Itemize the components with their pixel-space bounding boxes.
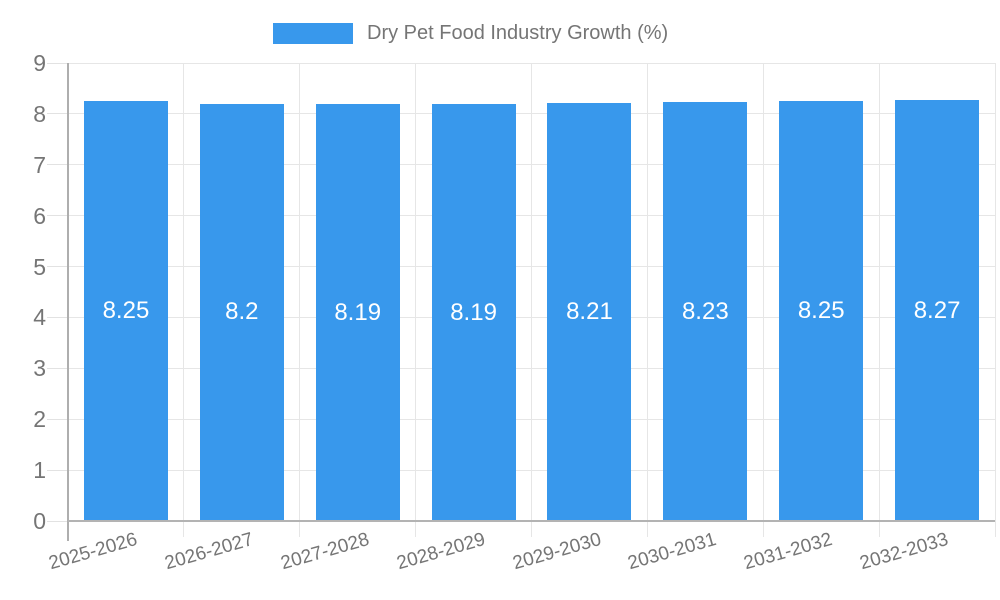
x-gridline xyxy=(183,63,185,537)
bar[interactable] xyxy=(199,103,284,521)
y-tick-label: 3 xyxy=(33,355,46,382)
y-axis-line xyxy=(67,63,69,541)
bar-value-label: 8.27 xyxy=(913,296,961,324)
y-tick-label: 8 xyxy=(33,100,46,127)
x-tick-label: 2028-2029 xyxy=(394,529,488,575)
y-tick-mark xyxy=(47,215,68,217)
y-tick-label: 0 xyxy=(33,508,46,534)
x-gridline xyxy=(299,63,301,537)
y-tick-mark xyxy=(47,469,68,471)
x-gridline xyxy=(531,63,532,537)
x-gridline xyxy=(878,63,880,537)
x-tick-label: 2030-2031 xyxy=(625,529,720,575)
bar-value-label: 8.21 xyxy=(566,298,613,326)
bar[interactable] xyxy=(547,103,632,521)
x-baseline xyxy=(68,520,995,522)
x-tick-label: 2025-2026 xyxy=(46,529,140,575)
y-tick-label: 2 xyxy=(33,406,46,433)
y-tick-mark xyxy=(47,520,68,522)
bar-value-label: 8.23 xyxy=(681,297,729,325)
bar[interactable] xyxy=(315,104,400,521)
y-tick-label: 1 xyxy=(33,457,46,484)
y-tick-label: 5 xyxy=(33,253,46,280)
y-tick-label: 4 xyxy=(33,304,46,331)
bar-value-label: 8.2 xyxy=(225,298,259,326)
y-tick-mark xyxy=(47,164,68,166)
x-gridline xyxy=(646,63,648,537)
x-gridline xyxy=(994,63,996,537)
bar-value-label: 8.25 xyxy=(102,297,150,325)
y-tick-label: 9 xyxy=(33,50,46,76)
y-tick-label: 7 xyxy=(33,151,46,178)
bar-value-label: 8.19 xyxy=(334,298,382,326)
x-gridline xyxy=(762,63,764,537)
bar[interactable] xyxy=(663,102,748,521)
bar[interactable] xyxy=(83,101,168,521)
x-tick-label: 2031-2032 xyxy=(741,529,835,575)
bar-value-label: 8.19 xyxy=(450,298,497,326)
x-tick-label: 2032-2033 xyxy=(857,529,951,575)
y-tick-mark xyxy=(47,113,68,115)
x-tick-label: 2027-2028 xyxy=(278,529,372,575)
y-tick-mark xyxy=(47,266,68,268)
bar[interactable] xyxy=(895,100,980,521)
x-tick-label: 2029-2030 xyxy=(510,529,604,575)
y-tick-mark xyxy=(47,316,68,318)
y-tick-mark xyxy=(47,62,68,64)
chart-legend: Dry Pet Food Industry Growth (%) xyxy=(273,22,668,44)
y-tick-mark xyxy=(47,367,68,369)
legend-swatch xyxy=(273,22,353,44)
y-tick-label: 6 xyxy=(33,202,46,229)
x-gridline xyxy=(415,63,417,537)
legend-label: Dry Pet Food Industry Growth (%) xyxy=(367,21,669,44)
x-tick-label: 2026-2027 xyxy=(162,529,256,575)
bar[interactable] xyxy=(431,104,516,521)
bar[interactable] xyxy=(779,101,864,521)
bar-value-label: 8.25 xyxy=(797,297,845,325)
y-tick-mark xyxy=(47,418,68,420)
